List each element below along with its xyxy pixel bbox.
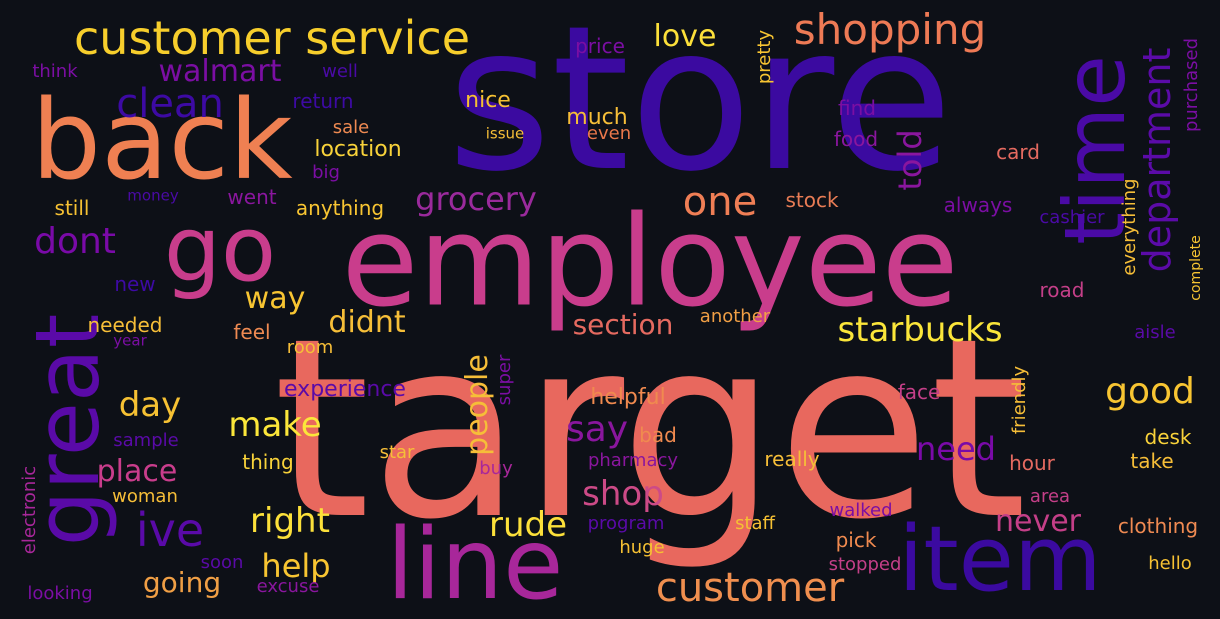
word-employee: employee [341,189,959,335]
word-clean: clean [116,81,224,127]
word-return: return [292,89,354,113]
word-big: big [312,162,340,183]
word-issue: issue [485,124,525,143]
word-star: star [379,442,415,463]
word-customer-service: customer service [73,11,471,65]
word-starbucks: starbucks [837,310,1003,350]
word-help: help [261,547,331,585]
word-customer: customer [655,565,845,611]
word-card: card [996,140,1040,164]
word-area: area [1029,486,1071,507]
word-take: take [1130,449,1174,473]
word-item: item [898,507,1102,612]
word-think: think [32,61,78,82]
word-line: line [386,508,564,619]
word-department: department [1135,47,1179,273]
word-rude: rude [488,505,568,545]
word-grocery: grocery [415,180,537,218]
word-desk: desk [1144,425,1192,449]
word-cashier: cashier [1039,207,1105,228]
word-well: well [322,61,358,82]
word-price: price [575,34,625,58]
word-really: really [764,447,820,471]
word-stopped: stopped [828,554,902,575]
word-another: another [699,306,771,327]
word-way: way [244,281,306,316]
word-much: much [566,105,628,130]
word-road: road [1039,278,1085,302]
word-needed: needed [87,313,163,337]
word-store: store [447,0,953,216]
word-people: people [460,354,495,456]
word-shop: shop [582,474,664,514]
word-year: year [113,331,147,350]
word-woman: woman [112,486,178,507]
word-say: say [565,409,629,450]
word-friendly: friendly [1009,365,1030,435]
word-target: target [272,286,1028,574]
word-need: need [916,430,996,468]
word-feel: feel [233,320,271,344]
word-dont: dont [34,221,116,262]
word-walmart: walmart [158,54,282,89]
word-money: money [127,186,179,205]
word-complete: complete [1188,235,1204,301]
word-never: never [994,504,1082,539]
word-electronic: electronic [19,465,40,555]
word-thing: thing [242,450,294,474]
word-huge: huge [619,537,665,558]
word-told: told [891,129,929,191]
word-staff: staff [735,513,775,534]
word-helpful: helpful [590,385,666,410]
word-nice: nice [465,88,511,113]
word-face: face [897,380,941,404]
word-place: place [96,454,178,489]
word-bad: bad [639,423,677,447]
word-went: went [227,185,277,209]
word-one: one [682,179,758,225]
word-food: food [833,127,879,151]
word-always: always [943,193,1013,217]
word-make: make [228,405,322,445]
word-shopping: shopping [793,5,987,54]
word-pick: pick [835,528,877,552]
word-find: find [838,96,876,120]
word-right: right [250,501,330,541]
word-buy: buy [479,458,513,479]
word-ive: ive [135,503,205,557]
word-walked: walked [829,500,893,521]
word-program: program [587,513,665,534]
word-room: room [286,337,334,358]
word-hello: hello [1148,553,1192,574]
word-aisle: aisle [1134,322,1176,343]
word-excuse: excuse [256,576,320,597]
word-going: going [142,566,222,599]
word-day: day [118,385,182,425]
word-go: go [163,197,277,302]
word-back: back [31,76,293,204]
word-super: super [494,354,515,406]
word-even: even [586,123,632,144]
word-section: section [572,308,674,341]
word-looking: looking [27,583,93,604]
word-location: location [314,137,402,162]
word-sample: sample [113,430,179,451]
word-purchased: purchased [1181,37,1202,133]
word-good: good [1105,371,1195,412]
word-stock: stock [785,188,839,212]
word-pharmacy: pharmacy [587,450,679,471]
word-love: love [653,19,717,54]
word-new: new [114,272,156,296]
word-still: still [54,196,90,220]
word-soon: soon [200,552,244,573]
word-clothing: clothing [1117,514,1199,538]
word-experience: experience [284,377,406,402]
word-anything: anything [295,196,385,220]
word-didnt: didnt [328,305,406,340]
word-everything: everything [1119,178,1140,276]
word-pretty: pretty [754,29,775,85]
word-sale: sale [332,117,370,138]
word-hour: hour [1009,451,1055,475]
